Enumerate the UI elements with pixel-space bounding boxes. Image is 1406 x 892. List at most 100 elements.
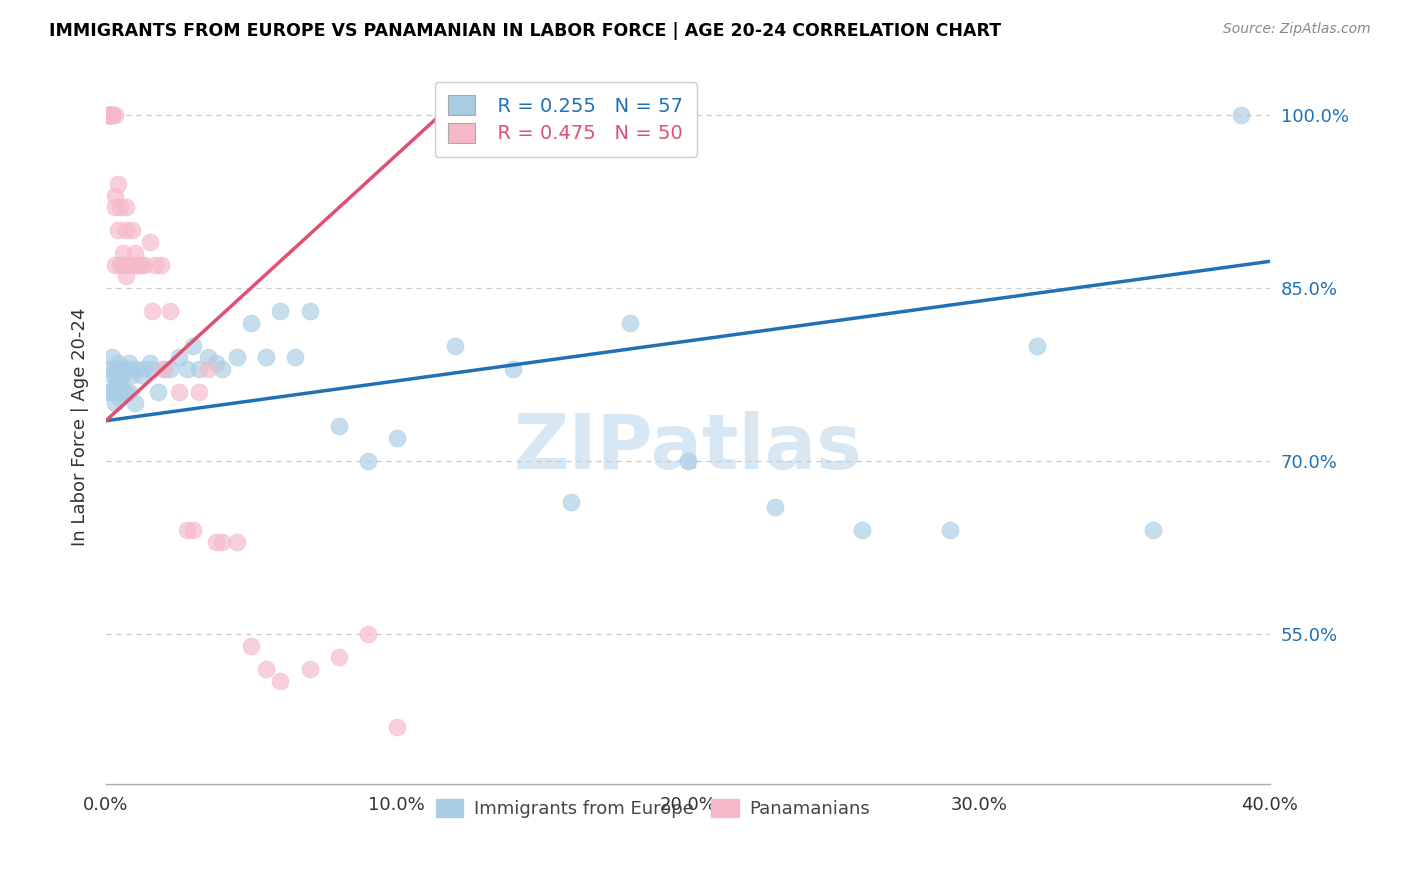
Point xyxy=(181,524,204,538)
Point xyxy=(104,188,127,202)
Point xyxy=(188,384,211,399)
Point xyxy=(176,361,198,376)
Point xyxy=(619,316,641,330)
Point xyxy=(676,454,699,468)
Point xyxy=(141,361,163,376)
Point xyxy=(115,269,138,284)
Point xyxy=(100,108,122,122)
Point xyxy=(110,361,132,376)
Point xyxy=(118,258,141,272)
Point xyxy=(100,350,122,364)
Point xyxy=(100,108,122,122)
Point xyxy=(385,431,408,445)
Point xyxy=(118,356,141,370)
Point xyxy=(107,223,129,237)
Point xyxy=(188,361,211,376)
Point xyxy=(110,258,132,272)
Y-axis label: In Labor Force | Age 20-24: In Labor Force | Age 20-24 xyxy=(72,307,89,546)
Point xyxy=(205,356,228,370)
Point xyxy=(129,258,152,272)
Text: ZIPatlas: ZIPatlas xyxy=(513,411,862,485)
Point xyxy=(328,419,350,434)
Point xyxy=(1142,524,1164,538)
Point xyxy=(107,373,129,387)
Point xyxy=(124,396,146,410)
Point xyxy=(225,350,247,364)
Point xyxy=(110,200,132,214)
Point xyxy=(211,361,233,376)
Point xyxy=(110,391,132,405)
Point xyxy=(104,361,127,376)
Point xyxy=(167,384,190,399)
Point xyxy=(97,108,120,122)
Point xyxy=(97,361,120,376)
Point xyxy=(107,384,129,399)
Point xyxy=(127,258,149,272)
Point xyxy=(763,500,786,515)
Point xyxy=(121,223,143,237)
Point xyxy=(1026,338,1049,352)
Point xyxy=(107,177,129,191)
Point xyxy=(205,535,228,549)
Point xyxy=(148,384,170,399)
Point xyxy=(124,361,146,376)
Point xyxy=(138,356,160,370)
Point xyxy=(97,108,120,122)
Point xyxy=(138,235,160,249)
Point xyxy=(97,384,120,399)
Point xyxy=(357,627,380,641)
Text: IMMIGRANTS FROM EUROPE VS PANAMANIAN IN LABOR FORCE | AGE 20-24 CORRELATION CHAR: IMMIGRANTS FROM EUROPE VS PANAMANIAN IN … xyxy=(49,22,1001,40)
Point xyxy=(328,650,350,665)
Point xyxy=(254,662,277,676)
Point xyxy=(104,379,127,393)
Point xyxy=(254,350,277,364)
Point xyxy=(118,384,141,399)
Point xyxy=(124,258,146,272)
Text: Source: ZipAtlas.com: Source: ZipAtlas.com xyxy=(1223,22,1371,37)
Point xyxy=(112,258,135,272)
Point xyxy=(167,350,190,364)
Point xyxy=(104,258,127,272)
Point xyxy=(104,396,127,410)
Point xyxy=(97,108,120,122)
Point xyxy=(176,524,198,538)
Legend: Immigrants from Europe, Panamanians: Immigrants from Europe, Panamanians xyxy=(429,792,877,825)
Point xyxy=(124,246,146,260)
Point xyxy=(97,108,120,122)
Point xyxy=(100,108,122,122)
Point xyxy=(385,720,408,734)
Point xyxy=(153,361,176,376)
Point xyxy=(502,361,524,376)
Point xyxy=(159,304,181,318)
Point xyxy=(104,108,127,122)
Point xyxy=(115,223,138,237)
Point xyxy=(145,258,167,272)
Point xyxy=(197,361,219,376)
Point xyxy=(851,524,873,538)
Point xyxy=(104,200,127,214)
Point xyxy=(284,350,307,364)
Point xyxy=(444,338,467,352)
Point xyxy=(100,384,122,399)
Point xyxy=(240,639,263,653)
Point xyxy=(269,673,291,688)
Point xyxy=(181,338,204,352)
Point xyxy=(560,494,582,508)
Point xyxy=(269,304,291,318)
Point xyxy=(240,316,263,330)
Point xyxy=(298,662,321,676)
Point xyxy=(298,304,321,318)
Point xyxy=(100,108,122,122)
Point xyxy=(112,384,135,399)
Point xyxy=(197,350,219,364)
Point xyxy=(100,368,122,382)
Point xyxy=(141,304,163,318)
Point xyxy=(107,356,129,370)
Point xyxy=(112,368,135,382)
Point xyxy=(1229,108,1251,122)
Point xyxy=(110,373,132,387)
Point xyxy=(115,361,138,376)
Point xyxy=(211,535,233,549)
Point xyxy=(938,524,960,538)
Point xyxy=(153,361,176,376)
